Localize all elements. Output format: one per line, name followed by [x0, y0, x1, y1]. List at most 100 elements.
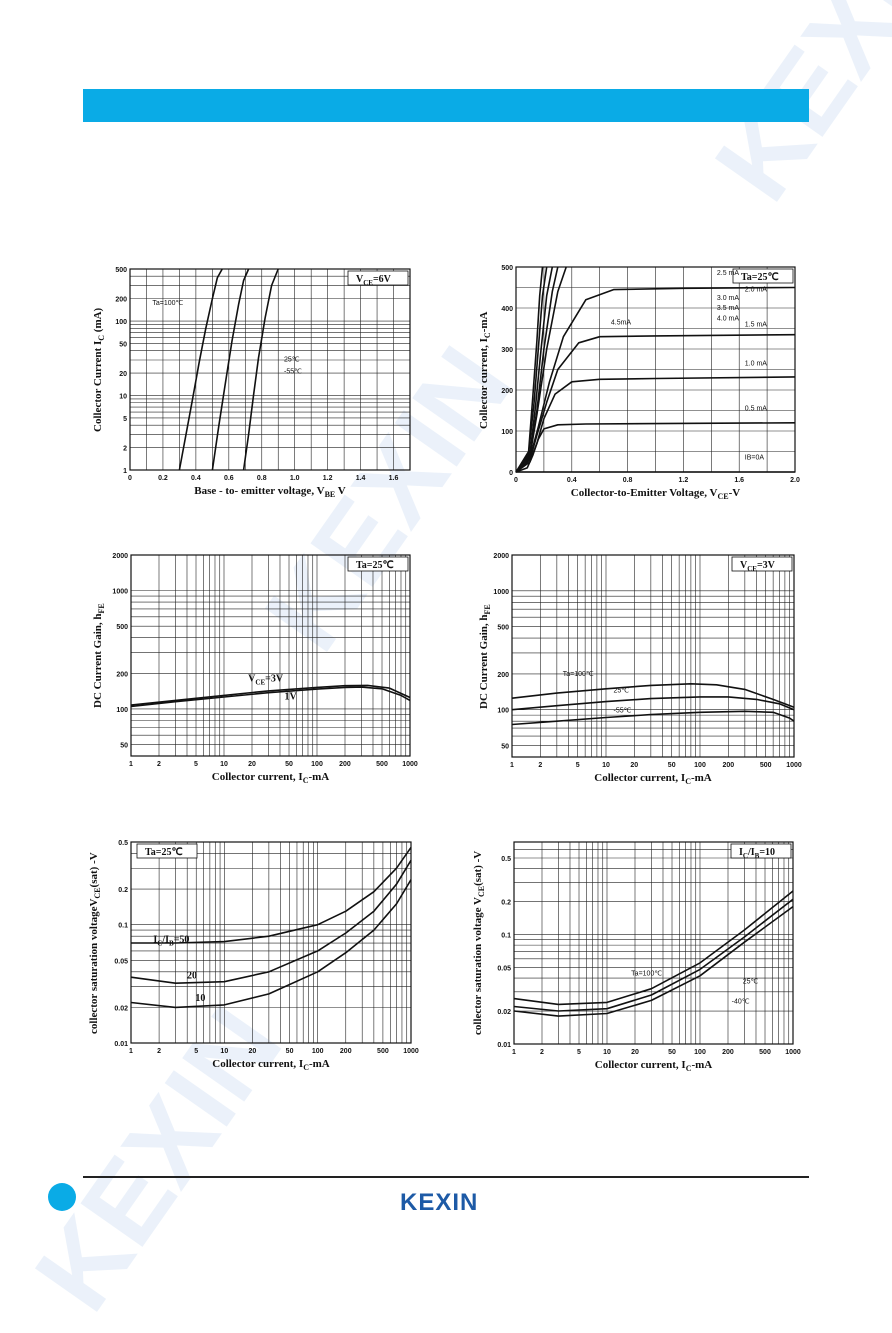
chart-vcesat-temp: 1 2 5 10 20 50 100 200 500 1000 0.01 0.02 0.05 0.1 0.2…: [470, 834, 806, 1074]
y-tick-label: 0.5: [118, 840, 128, 847]
chart-vce-ic: 0 0.4 0.8 1.2 1.6 2.0 0 100 200 300 400 500 Ta=25℃ 2.…: [476, 262, 806, 502]
series-line: [130, 684, 411, 706]
curve-annotation: -40℃: [732, 999, 750, 1006]
box-label-part: CE: [747, 565, 757, 573]
box-label-frame: [731, 556, 793, 572]
x-tick-label: 0.8: [257, 475, 267, 482]
chart-hfe-vce: 1 2 5 10 20 50 100 200 500 1000 50 100 200 500 1000 200…: [90, 550, 425, 790]
curve-annotation: 0.5 mA: [745, 406, 768, 413]
y-axis-label-suffix: (mA): [92, 307, 104, 335]
curve-annotation: Ta=100℃: [631, 970, 662, 977]
y-tick-label: 0.05: [114, 958, 128, 965]
chart-hfe-temp: 1 2 5 10 20 50 100 200 500 1000 50 100 200 500 1000 200…: [476, 550, 806, 790]
y-axis-label-suffix: -mA: [478, 311, 490, 332]
x-tick-label: 500: [760, 762, 772, 769]
curve-annotation: 20: [187, 971, 197, 982]
x-tick-label: 2.0: [790, 477, 800, 484]
y-tick-label: 200: [115, 297, 127, 304]
x-axis-label-text: Collector current, I: [594, 772, 686, 784]
y-tick-label: 200: [116, 671, 128, 678]
x-tick-label: 1000: [403, 1048, 419, 1055]
box-label-frame: [347, 270, 409, 286]
curve-annotation: 25℃: [743, 978, 759, 985]
curve-annotation: 3.5 mA: [717, 305, 740, 312]
y-tick-label: 0.2: [118, 887, 128, 894]
x-tick-label: 20: [631, 1049, 639, 1056]
x-tick-label: 1: [510, 762, 514, 769]
x-tick-label: 200: [722, 762, 734, 769]
curve-annotation-part: CE: [255, 679, 265, 687]
x-tick-label: 1: [512, 1049, 516, 1056]
y-tick-label: 0.5: [501, 856, 511, 863]
x-axis-label-text: Collector-to-Emitter Voltage, V: [570, 487, 718, 499]
y-tick-label: 300: [501, 347, 513, 354]
x-axis-label-sub: C: [303, 1063, 309, 1073]
curve-annotation: 3.0 mA: [717, 295, 740, 302]
box-label-part: I: [739, 847, 743, 858]
y-tick-label: 0.1: [118, 923, 128, 930]
y-tick-label: 5: [123, 416, 127, 423]
grid: [131, 555, 410, 756]
x-tick-label: 200: [722, 1049, 734, 1056]
x-tick-label: 50: [668, 1049, 676, 1056]
curve-annotation: 2.5 mA: [717, 270, 740, 277]
x-tick-label: 1.6: [389, 475, 399, 482]
box-label-part: Ta=25℃: [741, 272, 779, 283]
y-axis-label: collector saturation voltage VCE(sat) -V: [472, 851, 486, 1035]
series-line: [515, 266, 544, 473]
y-tick-label: 0.1: [501, 933, 511, 940]
chart-vbe-ic: 0 0.2 0.4 0.6 0.8 1.0 1.2 1.4 1.6 1 2 5 10 20 50 100 200…: [90, 262, 420, 502]
chart-svg: 1 2 5 10 20 50 100 200 500 1000 50 100 200 500 1000 200…: [493, 553, 802, 769]
box-label-part: V: [356, 274, 364, 285]
curve-annotation-part: =3V: [265, 674, 284, 685]
curve-annotation: VCE=3V: [248, 674, 284, 687]
x-tick-label: 1.6: [734, 477, 744, 484]
x-axis-label: Base - to- emitter voltage, VBE V: [130, 485, 410, 499]
plot-frame: [129, 268, 411, 471]
x-tick-label: 0.4: [567, 477, 577, 484]
series-line: [515, 266, 554, 473]
x-tick-label: 0.6: [224, 475, 234, 482]
x-tick-label: 1000: [786, 762, 802, 769]
box-label-frame: [347, 556, 409, 572]
x-axis-label-suffix: -mA: [308, 1058, 330, 1070]
y-tick-label: 20: [119, 371, 127, 378]
chart-svg: 0 0.4 0.8 1.2 1.6 2.00100200300400500Ta=25℃2.…: [501, 265, 800, 484]
series-line: [242, 268, 279, 471]
y-axis-label-text: Collector Current I: [92, 340, 104, 432]
curve-annotation: 1.0 mA: [745, 360, 768, 367]
x-tick-label: 5: [577, 1049, 581, 1056]
x-axis-label: Collector current, IC-mA: [512, 772, 794, 786]
curve-annotation-part: =50: [174, 935, 190, 946]
box-label: VCE=6V: [356, 274, 392, 287]
curve-annotation: IC/IB=50: [153, 935, 189, 948]
y-axis-label-text: DC Current Gain, h: [478, 613, 490, 709]
y-axis-label-sub: C: [483, 331, 493, 338]
x-tick-label: 10: [603, 1049, 611, 1056]
y-tick-label: 0.02: [114, 1005, 128, 1012]
footer-rule: [83, 1176, 809, 1178]
curve-annotation-part: C: [157, 940, 162, 948]
x-tick-label: 20: [249, 1048, 257, 1055]
chart-vcesat-ratio: 1 2 5 10 20 50 100 200 500 1000 0.01 0.02 0.05 0.1 0.2…: [86, 834, 426, 1074]
y-tick-label: 100: [115, 319, 127, 326]
plot-frame: [513, 841, 794, 1045]
y-axis-label: DC Current Gain, hFE: [478, 604, 492, 709]
y-tick-label: 1: [123, 468, 127, 475]
y-tick-label: 50: [120, 743, 128, 750]
y-tick-label: 400: [501, 306, 513, 313]
y-tick-label: 0: [509, 470, 513, 477]
series-line: [130, 686, 411, 708]
y-axis-label: Collector Current IC (mA): [92, 307, 106, 431]
x-axis-label-text: Collector current, I: [211, 771, 303, 783]
grid: [512, 555, 794, 757]
x-tick-label: 2: [540, 1049, 544, 1056]
y-tick-label: 2000: [112, 553, 128, 560]
box-label-part: /I: [747, 847, 755, 858]
x-axis-label-text: Collector current, I: [594, 1059, 686, 1071]
series-line: [515, 266, 548, 473]
box-label: VCE=3V: [740, 560, 776, 573]
y-axis-label-text: collector saturation voltageV: [88, 898, 100, 1034]
curve-annotation: Ta=100℃: [152, 300, 183, 307]
x-tick-label: 5: [576, 762, 580, 769]
